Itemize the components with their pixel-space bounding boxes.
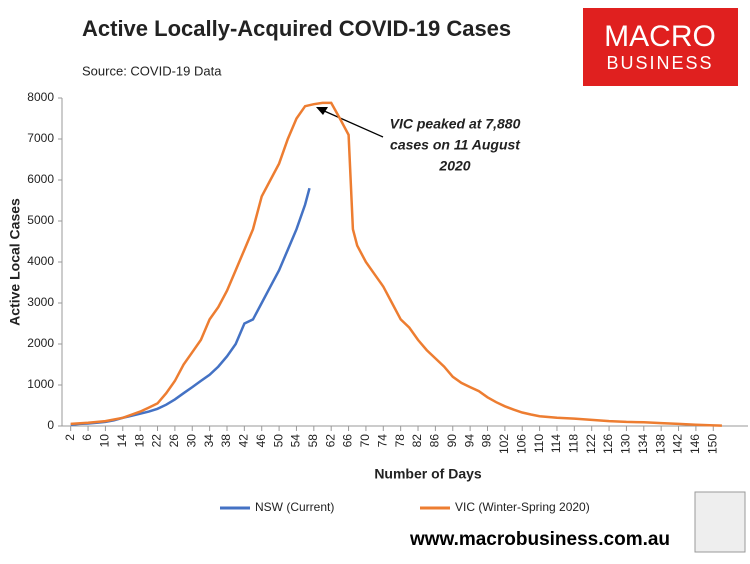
- x-tick-label: 18: [132, 434, 146, 448]
- chart-title: Active Locally-Acquired COVID-19 Cases: [82, 16, 511, 41]
- y-tick-label: 4000: [27, 254, 54, 268]
- annotation: 2020: [438, 158, 470, 174]
- annotation: VIC peaked at 7,880: [390, 116, 521, 132]
- y-tick-label: 8000: [27, 90, 54, 104]
- x-tick-label: 98: [480, 434, 494, 448]
- x-tick-label: 86: [428, 434, 442, 448]
- x-tick-label: 110: [532, 434, 546, 453]
- x-tick-label: 22: [150, 434, 164, 448]
- x-tick-label: 50: [271, 434, 285, 448]
- x-tick-label: 62: [323, 434, 337, 448]
- x-tick-label: 6: [80, 434, 94, 441]
- x-tick-label: 54: [289, 434, 303, 448]
- x-tick-label: 46: [254, 434, 268, 448]
- x-tick-label: 122: [584, 434, 598, 454]
- y-tick-label: 3000: [27, 295, 54, 309]
- x-tick-label: 30: [184, 434, 198, 448]
- footer: www.macrobusiness.com.au: [409, 529, 670, 550]
- y-tick-label: 1000: [27, 377, 54, 391]
- series-line: [70, 101, 722, 427]
- logo-icon: [694, 491, 746, 553]
- x-tick-label: 70: [358, 434, 372, 448]
- y-tick-label: 2000: [27, 336, 54, 350]
- logo-text: BUSINESS: [606, 53, 713, 73]
- x-tick-label: 66: [341, 434, 355, 448]
- legend-label: NSW (Current): [255, 500, 334, 514]
- chart-subtitle: Source: COVID-19 Data: [82, 63, 222, 78]
- x-tick-label: 126: [601, 434, 615, 454]
- x-tick-label: 58: [306, 434, 320, 448]
- y-tick-label: 0: [47, 418, 54, 432]
- x-tick-label: 74: [375, 434, 389, 448]
- y-tick-label: 7000: [27, 131, 54, 145]
- x-tick-label: 82: [410, 434, 424, 448]
- x-tick-label: 94: [462, 434, 476, 448]
- x-tick-label: 14: [115, 434, 129, 448]
- x-tick-label: 106: [514, 434, 528, 454]
- series-line: [70, 187, 311, 427]
- x-tick-label: 134: [636, 434, 650, 454]
- annotation: cases on 11 August: [390, 137, 521, 153]
- x-tick-label: 38: [219, 434, 233, 448]
- y-axis-label: Active Local Cases: [7, 198, 23, 326]
- x-tick-label: 10: [98, 434, 112, 448]
- x-tick-label: 118: [567, 434, 581, 453]
- y-tick-label: 5000: [27, 213, 54, 227]
- x-tick-label: 142: [671, 434, 685, 454]
- logo-text: MACRO: [604, 20, 716, 53]
- x-tick-label: 114: [549, 434, 563, 453]
- x-axis-label: Number of Days: [374, 466, 482, 482]
- logo-box: [583, 8, 738, 86]
- x-tick-label: 26: [167, 434, 181, 448]
- annotation-arrow: [321, 109, 384, 138]
- x-tick-label: 150: [705, 434, 719, 454]
- x-tick-label: 90: [445, 434, 459, 448]
- x-tick-label: 2: [63, 434, 77, 441]
- x-tick-label: 34: [202, 434, 216, 448]
- x-tick-label: 130: [619, 434, 633, 454]
- x-tick-label: 138: [653, 434, 667, 454]
- arrow-head: [316, 107, 328, 115]
- x-tick-label: 146: [688, 434, 702, 454]
- x-tick-label: 78: [393, 434, 407, 448]
- y-tick-label: 6000: [27, 172, 54, 186]
- x-tick-label: 102: [497, 434, 511, 454]
- x-tick-label: 42: [237, 434, 251, 448]
- legend-label: VIC (Winter-Spring 2020): [455, 500, 590, 514]
